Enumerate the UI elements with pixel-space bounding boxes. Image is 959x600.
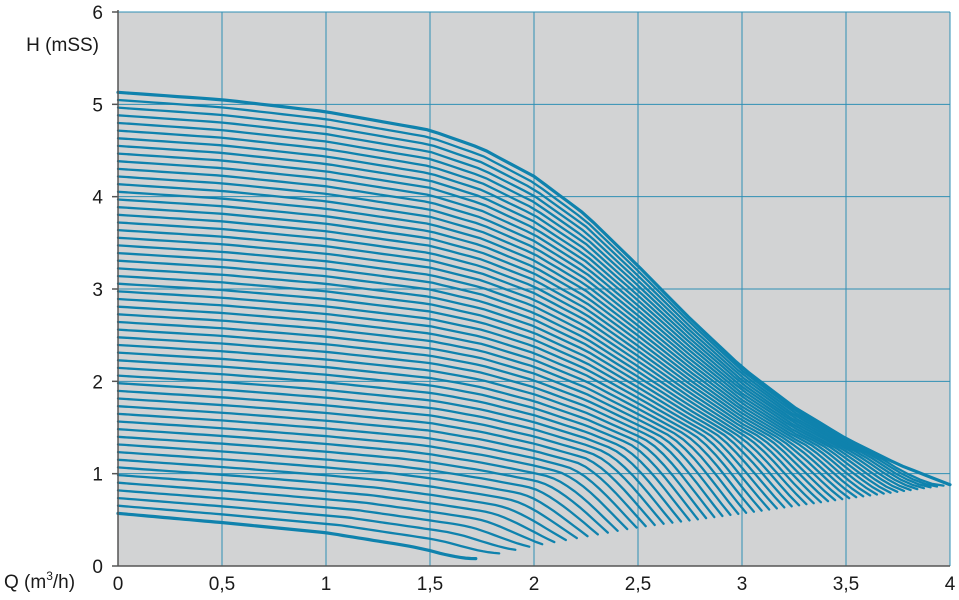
speed-curve bbox=[116, 343, 716, 519]
x-tick-label: 2,5 bbox=[625, 574, 651, 595]
speed-curve bbox=[116, 221, 837, 502]
speed-curve bbox=[116, 481, 544, 546]
speed-curve bbox=[116, 305, 756, 513]
speed-curve bbox=[116, 359, 699, 521]
speed-curve bbox=[116, 473, 556, 544]
speed-curve bbox=[116, 458, 578, 540]
speed-curve bbox=[116, 496, 517, 551]
speed-curve bbox=[116, 144, 906, 493]
speed-curve bbox=[116, 389, 665, 525]
speed-curve bbox=[116, 443, 599, 536]
x-axis-label: Q (m3/h) bbox=[4, 569, 75, 593]
x-tick-label: 0,5 bbox=[209, 574, 235, 595]
speed-curve bbox=[116, 106, 939, 488]
x-tick-label: 0 bbox=[113, 574, 124, 595]
speed-curve bbox=[116, 160, 892, 494]
speed-curve bbox=[116, 351, 708, 520]
speed-curve bbox=[116, 511, 478, 561]
speed-curve bbox=[116, 313, 748, 514]
speed-curve bbox=[116, 206, 851, 500]
speed-curve bbox=[116, 336, 724, 518]
speed-curve bbox=[116, 290, 771, 511]
speed-curve bbox=[116, 274, 786, 509]
speed-curve bbox=[116, 466, 567, 542]
speed-curve bbox=[116, 366, 691, 522]
speed-curve bbox=[116, 450, 589, 538]
y-tick-label: 3 bbox=[92, 280, 103, 301]
speed-curve bbox=[116, 397, 656, 527]
speed-curve bbox=[116, 228, 830, 503]
y-tick-label: 2 bbox=[92, 372, 103, 393]
y-tick-label: 1 bbox=[92, 465, 103, 486]
speed-curve bbox=[116, 175, 879, 496]
speed-curve bbox=[116, 213, 844, 501]
speed-curve bbox=[116, 152, 899, 493]
speed-curve bbox=[116, 129, 919, 491]
speed-curves bbox=[116, 90, 952, 561]
speed-curve bbox=[116, 98, 945, 487]
x-tick-label: 3,5 bbox=[833, 574, 859, 595]
y-tick-label: 6 bbox=[92, 3, 103, 24]
speed-curve bbox=[116, 428, 619, 532]
speed-curve bbox=[116, 236, 823, 504]
speed-curve bbox=[116, 90, 952, 487]
speed-curve bbox=[116, 190, 865, 498]
speed-curve bbox=[116, 137, 912, 492]
x-tick-labels: 0 0,5 1 1,5 2 2,5 3 3,5 4 bbox=[113, 574, 956, 595]
speed-curve bbox=[116, 198, 858, 499]
x-tick-label: 1,5 bbox=[417, 574, 443, 595]
y-tick-label: 5 bbox=[92, 95, 103, 116]
speed-curve bbox=[116, 297, 763, 512]
speed-curve bbox=[116, 435, 609, 534]
speed-curve bbox=[116, 504, 501, 555]
speed-curve bbox=[116, 251, 808, 506]
speed-curve bbox=[116, 114, 932, 489]
y-tick-label: 4 bbox=[92, 188, 103, 209]
y-tick-labels: 0 1 2 3 4 5 6 bbox=[92, 3, 103, 578]
speed-curve bbox=[116, 167, 885, 495]
speed-curve bbox=[116, 328, 732, 517]
speed-curve bbox=[116, 374, 683, 523]
x-tick-label: 3 bbox=[737, 574, 748, 595]
speed-curve bbox=[116, 412, 638, 529]
speed-curve bbox=[116, 382, 674, 524]
speed-curve bbox=[116, 259, 801, 507]
speed-curve bbox=[116, 405, 647, 528]
x-tick-label: 4 bbox=[945, 574, 956, 595]
speed-curve bbox=[116, 183, 872, 497]
speed-curve bbox=[116, 489, 531, 548]
speed-curve bbox=[116, 320, 740, 516]
x-tick-label: 1 bbox=[321, 574, 332, 595]
speed-curve bbox=[116, 267, 793, 508]
speed-curve bbox=[116, 420, 629, 531]
y-axis-label: H (mSS) bbox=[26, 35, 99, 56]
axes bbox=[112, 10, 950, 567]
x-tick-label: 2 bbox=[529, 574, 540, 595]
speed-curve bbox=[116, 121, 926, 490]
speed-curve bbox=[116, 282, 778, 510]
speed-curve bbox=[116, 244, 815, 505]
y-tick-label: 0 bbox=[92, 557, 103, 578]
